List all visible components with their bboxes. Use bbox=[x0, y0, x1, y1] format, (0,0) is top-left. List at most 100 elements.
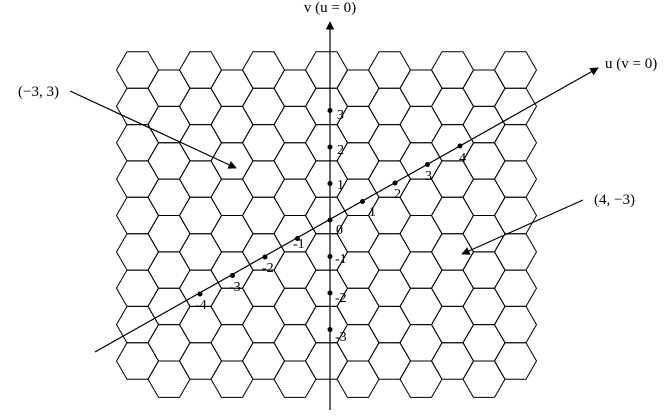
hexagon-cell bbox=[336, 215, 380, 253]
right-point-arrow bbox=[461, 199, 584, 255]
hexagon-cell bbox=[147, 142, 191, 180]
hexagon-cell bbox=[147, 251, 191, 289]
hexagon-cell bbox=[367, 342, 412, 380]
hexagon-cell bbox=[115, 124, 160, 162]
hexagon-cell bbox=[430, 124, 475, 162]
hexagon-cell bbox=[178, 87, 223, 126]
hexagon-cell bbox=[210, 324, 254, 362]
hexagon-cell bbox=[462, 142, 506, 180]
hexagon-cell bbox=[273, 142, 317, 180]
hexagon-cell bbox=[399, 251, 443, 289]
lattice-point bbox=[230, 273, 235, 278]
v-tick-label: 2 bbox=[337, 143, 344, 158]
hexagon-cell bbox=[273, 178, 317, 216]
hexagon-cell bbox=[241, 124, 286, 162]
v-tick-label: 1 bbox=[337, 178, 344, 193]
hexagon-cell bbox=[304, 342, 349, 380]
lattice-point bbox=[392, 180, 398, 186]
hexagon-cell bbox=[115, 51, 160, 89]
hexagon-cell bbox=[430, 87, 475, 126]
u-axis-label: u (v = 0) bbox=[605, 56, 657, 72]
hexagon-cell bbox=[367, 160, 412, 198]
hexagon-cell bbox=[430, 269, 475, 307]
left-point-label: (−3, 3) bbox=[18, 84, 59, 100]
hexagon-cell bbox=[147, 215, 191, 253]
hexagon-cell bbox=[178, 51, 223, 89]
hexagon-cell bbox=[336, 69, 380, 107]
hexagon-cell bbox=[210, 360, 254, 398]
hexagon-cell bbox=[462, 215, 506, 253]
hexagon-cell bbox=[178, 124, 223, 162]
hexagon-cell bbox=[210, 178, 254, 216]
u-tick-label: -4 bbox=[195, 298, 207, 313]
hexagon-cell bbox=[210, 215, 254, 253]
hexagon-cell bbox=[399, 324, 443, 362]
lattice-point bbox=[425, 162, 430, 167]
hexagon-cell bbox=[462, 178, 506, 216]
hexagon-cell bbox=[241, 87, 286, 126]
hexagon-cell bbox=[115, 305, 160, 344]
hexagon-cell bbox=[241, 51, 286, 89]
hexagon-cell bbox=[178, 342, 223, 380]
lattice-point bbox=[295, 236, 300, 241]
hexagon-cell bbox=[399, 69, 443, 107]
hexagon-cell bbox=[493, 196, 538, 235]
hexagon-cell bbox=[462, 324, 506, 362]
v-tick-label: 3 bbox=[337, 108, 344, 123]
hexagon-cell bbox=[367, 233, 412, 271]
hexagon-cell bbox=[178, 196, 223, 235]
hexagon-cell bbox=[399, 215, 443, 253]
hexagon-cell bbox=[147, 360, 191, 398]
hexagon-cell bbox=[178, 233, 223, 271]
lattice-point bbox=[327, 181, 333, 186]
lattice-point bbox=[197, 291, 203, 297]
hexagon-cell bbox=[430, 342, 475, 380]
hexagon-cell bbox=[367, 124, 412, 162]
hexagon-cell bbox=[336, 360, 380, 398]
origin-label: 0 bbox=[336, 223, 343, 238]
hexagon-cell bbox=[210, 69, 254, 107]
lattice-point bbox=[262, 254, 268, 260]
hexagon-cell bbox=[241, 305, 286, 344]
v-tick-label: -1 bbox=[335, 252, 347, 267]
hexagon-cell bbox=[210, 105, 254, 144]
hexagon-cell bbox=[273, 287, 317, 326]
hexagon-cell bbox=[241, 160, 286, 198]
hexagon-cell bbox=[462, 251, 506, 289]
u-axis bbox=[94, 67, 599, 353]
hexagon-cell bbox=[493, 124, 538, 162]
hexagon-cell bbox=[304, 51, 349, 89]
hexagon-cell bbox=[273, 69, 317, 107]
hexagon-cell bbox=[462, 69, 506, 107]
lattice-point bbox=[457, 143, 463, 149]
hexagon-cell bbox=[430, 160, 475, 198]
hexagon-cell bbox=[462, 287, 506, 326]
hexagon-cell bbox=[178, 160, 223, 198]
u-tick-label: 2 bbox=[394, 187, 401, 202]
hexagon-cell bbox=[493, 51, 538, 89]
hexagon-cell bbox=[462, 360, 506, 398]
lattice-point bbox=[327, 217, 333, 223]
lattice-point bbox=[327, 108, 333, 113]
lattice-points bbox=[197, 108, 463, 332]
hexagon-cell bbox=[367, 87, 412, 126]
hexagon-cell bbox=[147, 324, 191, 362]
hexagon-cell bbox=[115, 269, 160, 307]
hexagon-cell bbox=[273, 251, 317, 289]
u-tick-label: 1 bbox=[369, 205, 376, 220]
hexagon-cell bbox=[147, 69, 191, 107]
hexagon-cell bbox=[493, 269, 538, 307]
hexagon-cell bbox=[430, 305, 475, 344]
v-tick-label: -3 bbox=[335, 330, 347, 345]
lattice-point bbox=[327, 290, 333, 296]
hexagon-cell bbox=[430, 51, 475, 89]
hexagon-cell bbox=[367, 51, 412, 89]
lattice-point bbox=[327, 327, 333, 332]
hexagon-cell bbox=[399, 178, 443, 216]
hexagon-cell bbox=[399, 105, 443, 144]
lattice-point bbox=[327, 254, 333, 259]
hexagon-cell bbox=[115, 160, 160, 198]
hexagon-cell bbox=[115, 196, 160, 235]
